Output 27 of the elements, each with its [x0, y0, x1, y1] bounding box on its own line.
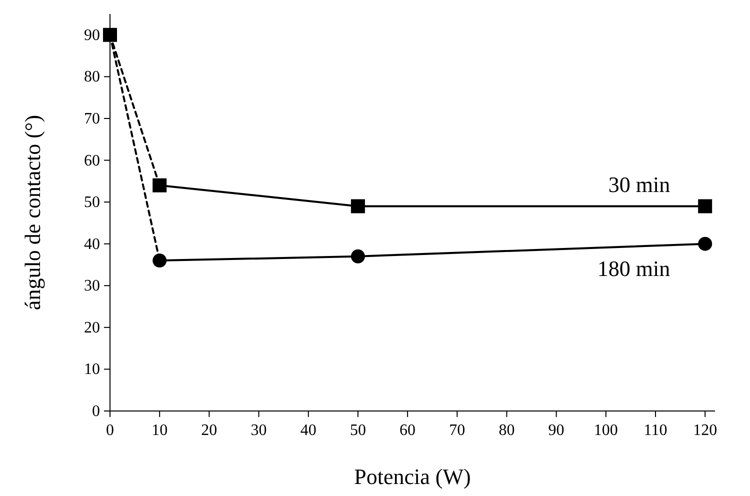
y-tick-label: 70	[84, 110, 100, 128]
y-tick-label: 20	[84, 319, 100, 336]
y-tick-label: 0	[92, 403, 100, 420]
x-tick-label: 90	[548, 422, 564, 439]
series-label: 180 min	[597, 256, 670, 281]
y-tick-label: 40	[84, 236, 100, 253]
y-tick-label: 90	[84, 26, 100, 44]
y-tick-label: 30	[84, 278, 100, 295]
y-tick-label: 80	[84, 68, 100, 86]
x-tick-label: 20	[201, 422, 218, 439]
x-tick-label: 60	[400, 422, 416, 439]
y-tick-label: 50	[84, 194, 100, 212]
x-tick-label: 80	[498, 422, 515, 439]
x-tick-label: 0	[106, 422, 114, 439]
x-tick-label: 50	[350, 422, 366, 439]
y-axis-title: ángulo de contacto (°)	[20, 114, 45, 310]
x-tick-label: 10	[152, 422, 168, 439]
y-tick-label: 10	[84, 361, 100, 378]
x-tick-label: 40	[300, 422, 316, 439]
series-label: 30 min	[608, 172, 670, 198]
x-tick-label: 70	[449, 422, 466, 439]
x-tick-label: 110	[644, 422, 668, 439]
x-tick-label: 100	[594, 422, 618, 439]
y-tick-label: 60	[84, 152, 100, 170]
x-axis-title: Potencia (W)	[354, 464, 471, 489]
x-tick-label: 30	[250, 422, 267, 439]
x-tick-label: 120	[693, 422, 718, 439]
